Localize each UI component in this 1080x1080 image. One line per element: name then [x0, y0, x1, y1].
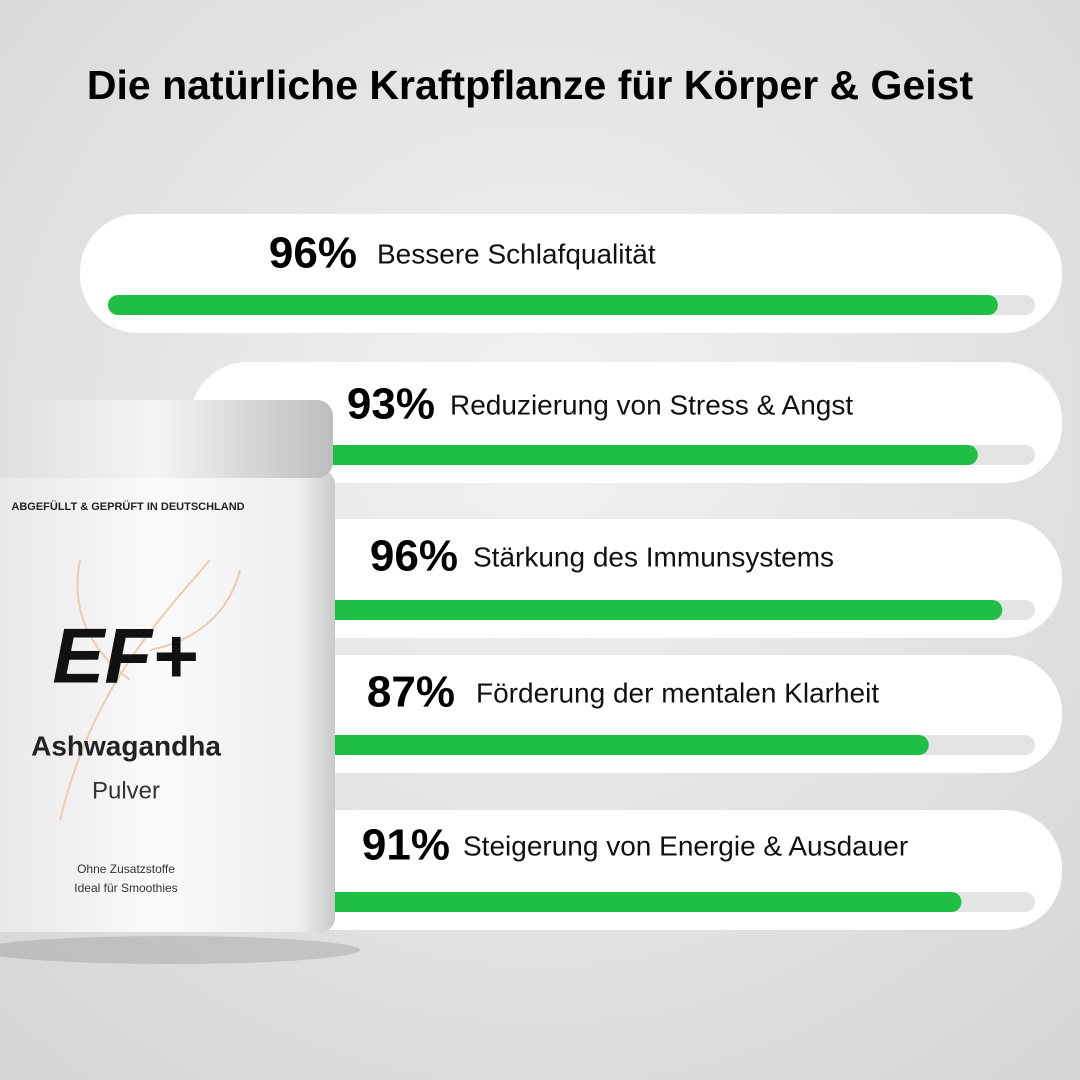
product-jar: ABGEFÜLLT & GEPRÜFT IN DEUTSCHLAND EF+ A… [0, 400, 360, 964]
stat-value: 91% [362, 821, 450, 870]
stat-card [80, 214, 1062, 333]
jar-claim: Ohne Zusatzstoffe [77, 862, 175, 876]
stat-label: Bessere Schlafqualität [377, 238, 656, 269]
jar-brand: EF+ [52, 612, 197, 700]
jar-name: Ashwagandha [31, 730, 221, 761]
jar-origin: ABGEFÜLLT & GEPRÜFT IN DEUTSCHLAND [11, 500, 244, 513]
leaf-decoration [59, 559, 241, 821]
title: Die natürliche Kraftpflanze für Körper &… [87, 62, 974, 108]
stat-value: 93% [347, 380, 435, 429]
bar [108, 295, 998, 315]
bar [218, 735, 929, 755]
bar [218, 600, 1003, 620]
stat-cards: 96% Bessere Schlafqualität 93% Reduzierung … [80, 214, 1062, 930]
stat-label: Reduzierung von Stress & Angst [450, 389, 853, 420]
stat-value: 87% [367, 668, 455, 717]
jar-body [0, 470, 335, 932]
bar [218, 445, 978, 465]
stat-label: Steigerung von Energie & Ausdauer [463, 830, 908, 861]
stat-label: Stärkung des Immunsystems [473, 541, 834, 572]
bar [218, 892, 962, 912]
jar-form: Pulver [92, 777, 160, 804]
jar-claim: Ideal für Smoothies [74, 881, 177, 895]
jar-lid [0, 400, 333, 478]
stat-label: Förderung der mentalen Klarheit [476, 677, 879, 708]
stat-value: 96% [370, 532, 458, 581]
stat-value: 96% [269, 229, 357, 278]
jar-shadow [0, 936, 360, 964]
